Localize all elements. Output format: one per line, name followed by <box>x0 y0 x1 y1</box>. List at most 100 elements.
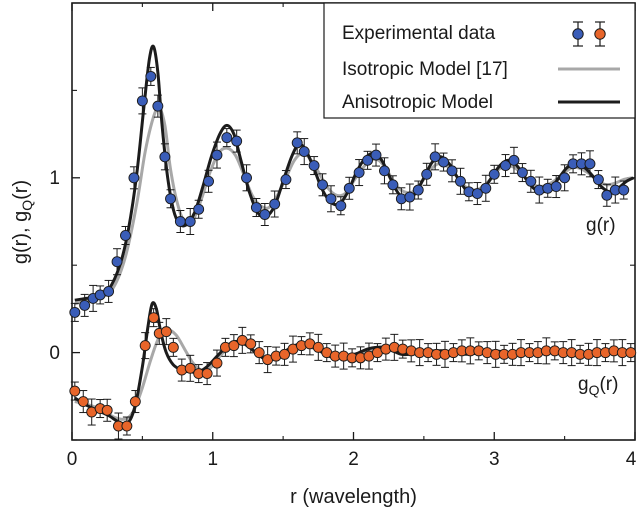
gq-r-data-point <box>201 362 213 386</box>
marker <box>298 146 310 158</box>
legend-marker-blue <box>572 21 584 47</box>
marker <box>250 202 262 213</box>
g-r-data-point <box>69 302 81 322</box>
g-r-data-point <box>145 66 157 86</box>
isotropic-model-line <box>74 106 633 306</box>
marker <box>480 182 492 194</box>
legend-label-experimental: Experimental data <box>342 23 496 44</box>
plot-area <box>69 2 637 441</box>
gq-r-data-point <box>228 334 240 358</box>
marker <box>184 216 196 227</box>
gq-r-data-point <box>338 342 350 370</box>
marker <box>101 404 113 416</box>
g-r-data-point <box>343 176 355 200</box>
marker <box>241 172 252 184</box>
gq-r-data-point <box>397 339 409 359</box>
g-r-data-point <box>353 159 365 187</box>
marker <box>159 151 171 163</box>
marker <box>245 338 257 350</box>
g-r-data-point <box>480 174 492 202</box>
gq-r-data-point <box>388 333 400 361</box>
marker <box>69 306 81 318</box>
marker <box>317 179 328 191</box>
g-r-data-point <box>592 170 604 190</box>
g-r-data-point <box>412 180 424 200</box>
g-r-data-point <box>446 159 458 183</box>
x-axis: 0 1 2 3 4 r (wavelength) <box>67 449 637 508</box>
g-r-data-point <box>280 170 292 190</box>
g-r-data-point <box>500 154 511 178</box>
marker <box>525 175 537 187</box>
g-r-data-point <box>250 198 262 218</box>
marker <box>438 156 450 168</box>
marker <box>77 396 89 407</box>
gq-r-data-point <box>625 343 637 363</box>
gq-r-data-point <box>184 354 196 382</box>
g-r-data-point <box>525 169 537 193</box>
x-tick-label: 0 <box>67 449 78 470</box>
g-r-data-point <box>259 203 271 227</box>
gq-r-data-point <box>599 343 611 363</box>
gq-r-data-point <box>447 343 459 363</box>
marker <box>412 184 424 196</box>
marker <box>203 175 214 187</box>
marker <box>129 396 141 407</box>
marker <box>228 340 240 352</box>
g-r-data-point <box>550 175 562 199</box>
anisotropic-model-line <box>73 301 634 426</box>
legend-label-isotropic: Isotropic Model [17] <box>342 59 508 80</box>
marker <box>325 193 337 205</box>
g-r-data-point <box>152 94 164 118</box>
marker <box>404 191 416 203</box>
marker <box>343 182 355 194</box>
marker <box>139 340 151 352</box>
gq-r-data-point <box>304 332 316 356</box>
g-r-data-point <box>128 166 140 190</box>
g-r-data-point <box>516 163 528 183</box>
gq-r-data-point <box>481 341 493 365</box>
g-r-data-point <box>387 175 399 195</box>
marker <box>193 203 205 215</box>
legend-label-anisotropic: Anisotropic Model <box>342 92 493 113</box>
marker <box>455 175 466 187</box>
gq-r-data-point <box>153 321 165 345</box>
x-tick-label: 3 <box>489 449 500 470</box>
gq-r-data-point <box>464 337 476 365</box>
gq-r-data-point <box>515 339 527 367</box>
marker <box>592 174 604 185</box>
marker <box>165 193 176 205</box>
gq-r-data-point <box>295 336 307 356</box>
g-r-data-point <box>508 146 520 174</box>
gq-r-data-point <box>540 337 552 365</box>
g-r-data-point <box>193 199 205 219</box>
series-labels: g(r) gQ(r) <box>578 215 618 398</box>
marker <box>421 168 433 180</box>
marker <box>231 135 243 147</box>
gq-r-data-point <box>532 341 544 365</box>
gq-r-data-point <box>86 398 98 426</box>
marker <box>387 179 399 191</box>
g-r-data-point <box>308 156 320 176</box>
gq-r-data-point <box>312 333 324 361</box>
gq-r-data-point <box>355 346 366 370</box>
marker <box>362 154 374 166</box>
legend-marker-orange <box>594 21 606 47</box>
marker <box>625 347 637 359</box>
gq-r-data-point <box>219 337 231 357</box>
marker <box>618 184 630 196</box>
gq-r-data-point <box>148 308 160 328</box>
gq-r-data-point <box>380 337 392 361</box>
gq-r-data-point <box>490 340 502 368</box>
marker <box>379 165 390 177</box>
g-r-data-point <box>298 138 310 166</box>
g-r-data-point <box>111 248 123 276</box>
marker <box>291 137 303 149</box>
x-tick-label: 2 <box>348 449 359 470</box>
x-tick-label: 4 <box>626 449 637 470</box>
g-r-data-point <box>488 164 500 184</box>
gq-r-data-point <box>193 364 205 384</box>
marker <box>201 368 213 380</box>
g-r-data-point <box>335 196 347 216</box>
g-r-data-point <box>211 141 223 169</box>
g-r-data-point <box>542 178 554 198</box>
